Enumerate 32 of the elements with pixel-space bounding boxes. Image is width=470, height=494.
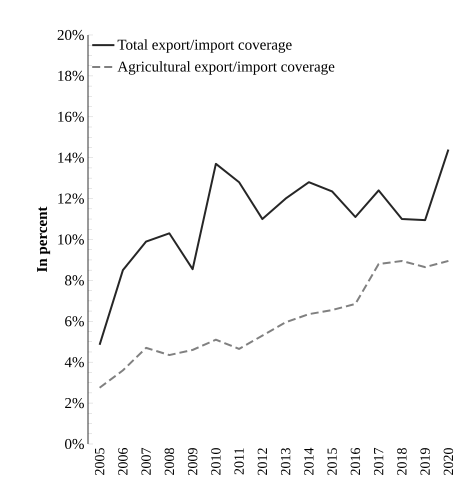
x-tick-label: 2018 bbox=[397, 448, 407, 475]
y-tick-label: 12% bbox=[58, 194, 84, 204]
x-tick-label: 2005 bbox=[94, 448, 104, 475]
x-tick-label: 2013 bbox=[280, 448, 290, 475]
x-tick-label: 2020 bbox=[444, 448, 454, 475]
legend-label: Agricultural export/import coverage bbox=[118, 61, 334, 75]
x-tick-label: 2006 bbox=[118, 448, 128, 475]
y-tick-label: 18% bbox=[58, 70, 84, 81]
y-tick-label: 2% bbox=[65, 398, 84, 408]
x-tick-label: 2012 bbox=[258, 448, 268, 475]
y-tick-label: 14% bbox=[58, 152, 84, 163]
x-tick-label: 2010 bbox=[211, 448, 221, 475]
y-tick-label: 20% bbox=[58, 30, 84, 40]
y-tick-label: 8% bbox=[65, 275, 84, 286]
y-tick-label: 6% bbox=[65, 316, 84, 326]
line-series bbox=[98, 260, 450, 389]
x-tick-label: 2015 bbox=[327, 448, 337, 475]
y-tick-label: 4% bbox=[64, 357, 84, 368]
x-tick-label: 2016 bbox=[350, 448, 360, 475]
x-tick-label: 2014 bbox=[304, 448, 314, 475]
x-tick-label: 2008 bbox=[164, 448, 174, 475]
y-tick-label: 0% bbox=[65, 438, 84, 450]
legend-label: Total export/import coverage bbox=[118, 39, 292, 53]
x-tick-label: 2017 bbox=[374, 448, 384, 475]
x-tick-label: 2009 bbox=[188, 448, 198, 475]
y-tick-label: 16% bbox=[58, 112, 84, 122]
y-axis-title: In percent bbox=[37, 206, 50, 272]
line-series bbox=[98, 148, 450, 346]
x-tick-label: 2007 bbox=[141, 448, 151, 475]
x-tick-label: 2019 bbox=[420, 448, 430, 475]
x-tick-label: 2011 bbox=[234, 448, 244, 474]
y-tick-label: 10% bbox=[58, 234, 84, 245]
